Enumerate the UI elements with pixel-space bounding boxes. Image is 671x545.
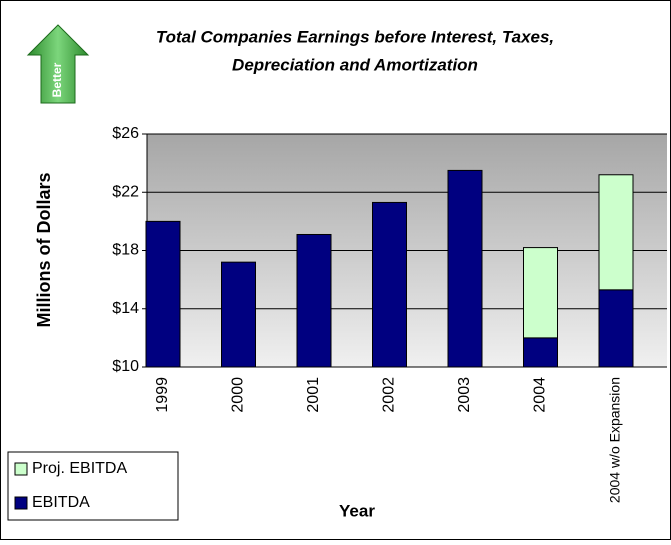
x-tick-label: 2001 <box>305 377 322 413</box>
x-tick-label: 1999 <box>154 377 171 413</box>
x-tick-label: 2004 w/o Expansion <box>607 377 623 503</box>
legend-swatch <box>14 496 28 510</box>
y-tick-label: $10 <box>112 358 139 375</box>
bar <box>145 220 181 368</box>
chart-title: Total Companies Earnings before Interest… <box>156 27 554 46</box>
bar <box>221 261 256 368</box>
y-tick-label: $14 <box>112 300 139 317</box>
x-axis-label: Year <box>339 501 375 520</box>
bar <box>372 201 407 368</box>
chart-title: Depreciation and Amortization <box>232 55 478 74</box>
y-axis-label: Millions of Dollars <box>34 172 54 327</box>
x-tick-label: 2003 <box>456 377 473 413</box>
y-tick-label: $26 <box>112 125 139 142</box>
x-tick-label: 2000 <box>230 377 247 413</box>
better-arrow <box>26 24 90 104</box>
legend-box <box>7 451 179 521</box>
bar <box>598 289 634 368</box>
x-tick-label: 2004 <box>532 377 549 413</box>
y-tick-label: $18 <box>112 242 139 259</box>
bar <box>296 233 332 368</box>
legend-label: Proj. EBITDA <box>32 460 127 477</box>
legend-label: EBITDA <box>32 494 90 511</box>
badge-text: Better <box>50 62 64 97</box>
bar <box>523 247 558 339</box>
bar <box>598 174 634 291</box>
bar <box>523 337 558 368</box>
y-tick-label: $22 <box>112 183 139 200</box>
legend-swatch <box>14 462 28 476</box>
bar <box>447 169 483 368</box>
x-tick-label: 2002 <box>381 377 398 413</box>
